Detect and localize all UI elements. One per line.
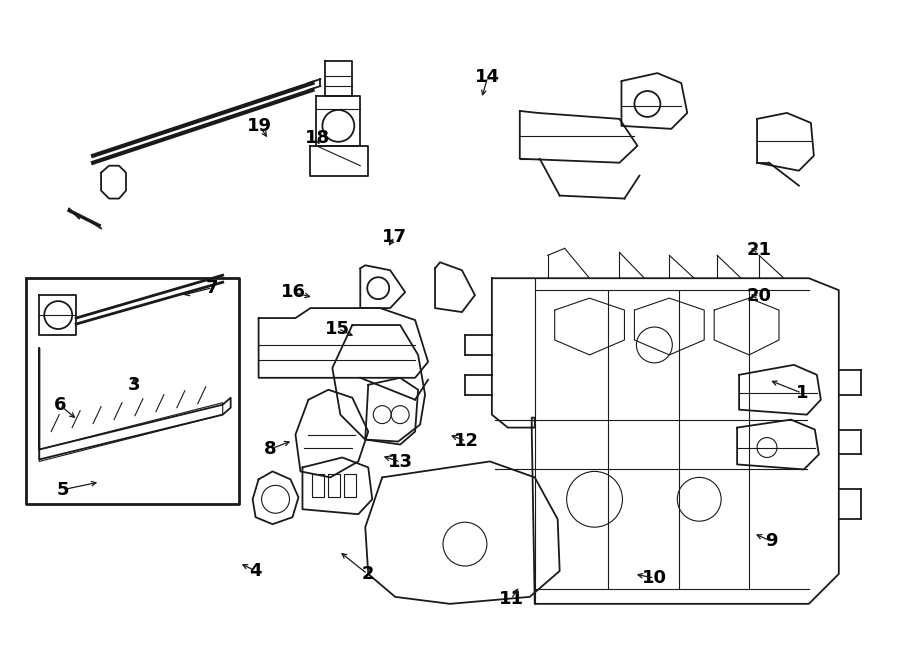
Text: 16: 16 [281,284,305,301]
Text: 6: 6 [53,396,66,414]
Text: 14: 14 [475,68,500,86]
Text: 15: 15 [325,319,350,338]
Text: 17: 17 [382,228,407,246]
Text: 10: 10 [642,569,667,587]
Text: 11: 11 [499,590,524,608]
Text: 3: 3 [128,376,140,394]
Text: 5: 5 [56,481,68,499]
Text: 1: 1 [796,384,808,402]
Text: 20: 20 [747,288,772,305]
Text: 12: 12 [454,432,479,450]
Text: 2: 2 [361,565,374,583]
Text: 7: 7 [206,279,219,297]
Text: 19: 19 [248,118,273,136]
Text: 21: 21 [747,241,772,259]
Text: 4: 4 [249,562,262,580]
Text: 8: 8 [265,440,277,458]
Text: 9: 9 [765,532,778,550]
Text: 18: 18 [304,130,329,147]
Text: 13: 13 [388,453,413,471]
